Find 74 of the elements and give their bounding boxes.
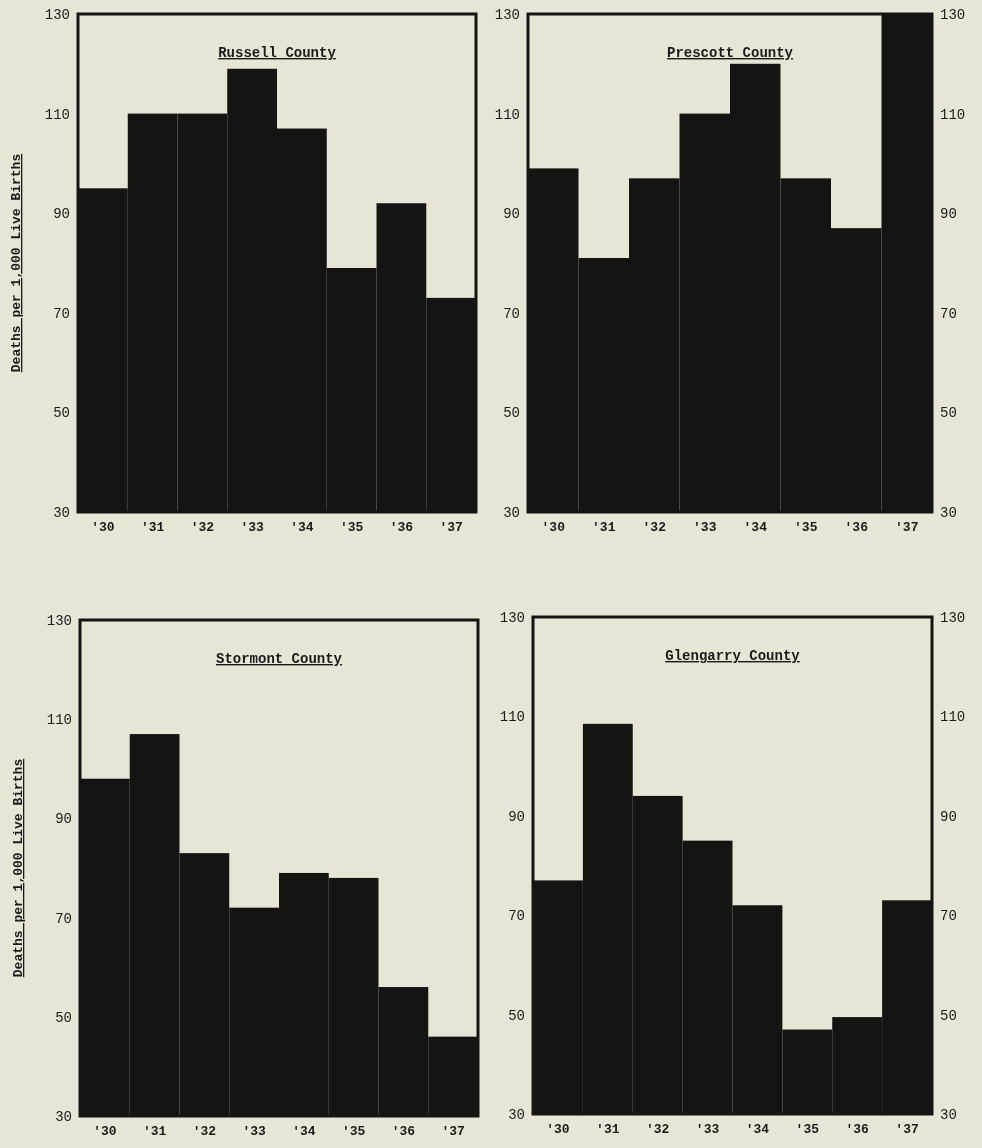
y2-tick-label: 90 — [940, 808, 957, 825]
x-tick-label: '37 — [895, 520, 919, 536]
x-tick-label: '30 — [541, 520, 566, 536]
x-tick-label: '32 — [645, 1122, 670, 1138]
y-tick-label: 110 — [44, 106, 70, 123]
x-tick-label: '36 — [391, 1124, 416, 1140]
x-tick-label: '36 — [845, 1122, 870, 1138]
y-tick-label: 70 — [503, 305, 520, 322]
y-tick-label: 50 — [55, 1009, 72, 1026]
y-tick-label: 90 — [503, 206, 520, 223]
x-tick-label: '33 — [695, 1122, 720, 1138]
y-tick-label: 70 — [508, 908, 525, 925]
y-tick-label: 130 — [44, 6, 70, 23]
y-tick-label: 130 — [494, 6, 520, 23]
y-tick-label: 130 — [499, 609, 525, 626]
x-tick-label: '32 — [192, 1124, 217, 1140]
y-tick-label: 90 — [508, 808, 525, 825]
y-tick-label: 30 — [53, 504, 70, 521]
x-tick-label: '32 — [642, 520, 667, 536]
y-tick-label: 50 — [503, 405, 520, 422]
y2-tick-label: 130 — [940, 609, 966, 626]
x-tick-label: '35 — [339, 520, 364, 536]
x-tick-label: '35 — [341, 1124, 366, 1140]
x-tick-label: '34 — [290, 520, 314, 536]
y-axis-title: Deaths per 1,000 Live Births — [9, 153, 24, 373]
y-tick-label: 50 — [508, 1007, 525, 1024]
text: Stormont County — [215, 651, 343, 667]
y-tick-label: 30 — [55, 1108, 72, 1125]
x-tick-label: '36 — [389, 520, 414, 536]
y2-tick-label: 30 — [940, 504, 957, 521]
x-tick-label: '34 — [745, 1122, 770, 1138]
y-axis-title: Deaths per 1,000 Live Births — [11, 758, 26, 978]
x-tick-label: '37 — [439, 520, 463, 536]
y-tick-label: 30 — [508, 1106, 525, 1123]
y-tick-label: 70 — [53, 305, 70, 322]
y2-tick-label: 50 — [940, 405, 957, 422]
y-tick-label: 50 — [53, 405, 70, 422]
y2-tick-label: 50 — [940, 1007, 957, 1024]
y-tick-label: 110 — [494, 106, 520, 123]
y-tick-label: 110 — [499, 709, 525, 726]
x-tick-label: '33 — [240, 520, 265, 536]
y-tick-label: 90 — [55, 811, 72, 828]
y2-tick-label: 110 — [940, 709, 966, 726]
text: Prescott County — [666, 45, 794, 61]
x-tick-label: '30 — [93, 1124, 117, 1140]
x-tick-label: '31 — [596, 1122, 620, 1138]
x-tick-label: '35 — [794, 520, 818, 536]
x-tick-label: '32 — [190, 520, 215, 536]
x-tick-label: '37 — [895, 1122, 919, 1138]
y2-tick-label: 110 — [940, 106, 966, 123]
x-tick-label: '31 — [592, 520, 616, 536]
y2-tick-label: 70 — [940, 305, 957, 322]
x-tick-label: '35 — [795, 1122, 820, 1138]
x-tick-label: '30 — [91, 520, 115, 536]
text: Russell County — [218, 45, 337, 61]
y-tick-label: 90 — [53, 206, 70, 223]
y2-tick-label: 130 — [940, 6, 966, 23]
x-tick-label: '34 — [292, 1124, 316, 1140]
x-tick-label: '37 — [441, 1124, 465, 1140]
text: Glengarry County — [665, 648, 801, 664]
y-tick-label: 70 — [55, 910, 72, 927]
x-tick-label: '31 — [142, 1124, 167, 1140]
y-tick-label: 110 — [46, 712, 72, 729]
x-tick-label: '30 — [546, 1122, 570, 1138]
y-tick-label: 30 — [503, 504, 520, 521]
y2-tick-label: 90 — [940, 206, 957, 223]
y-tick-label: 130 — [46, 612, 72, 629]
y2-tick-label: 30 — [940, 1106, 957, 1123]
x-tick-label: '33 — [693, 520, 717, 536]
x-tick-label: '34 — [743, 520, 768, 536]
x-tick-label: '31 — [140, 520, 165, 536]
y2-tick-label: 70 — [940, 908, 957, 925]
x-tick-label: '36 — [844, 520, 869, 536]
x-tick-label: '33 — [242, 1124, 267, 1140]
